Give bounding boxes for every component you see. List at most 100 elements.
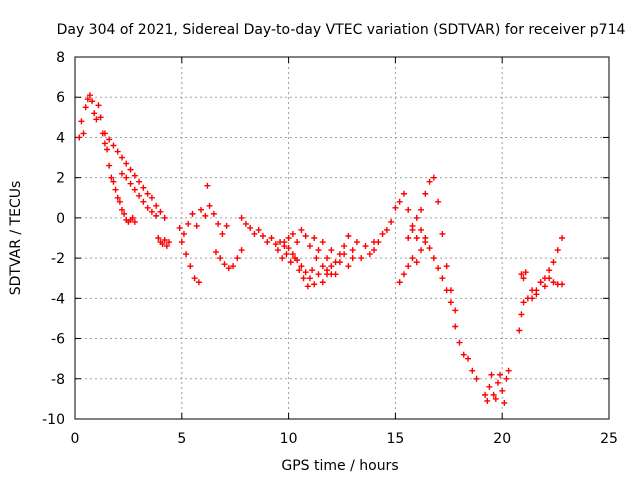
data-point xyxy=(106,136,113,143)
data-point xyxy=(319,279,326,286)
data-point xyxy=(505,367,512,374)
data-point xyxy=(110,178,117,185)
data-point xyxy=(264,239,271,246)
series-track-l xyxy=(319,251,356,286)
y-tick-label: -8 xyxy=(51,372,65,388)
x-tick-label: 10 xyxy=(280,431,298,447)
data-point xyxy=(405,235,412,241)
data-point xyxy=(306,243,313,250)
data-point xyxy=(497,371,504,378)
data-point xyxy=(309,267,316,274)
data-point xyxy=(302,269,309,276)
data-point xyxy=(375,239,382,246)
data-point xyxy=(328,247,335,254)
series-track-j xyxy=(285,226,378,266)
data-point xyxy=(362,243,369,250)
data-point xyxy=(219,230,226,237)
data-point xyxy=(559,235,566,241)
data-point xyxy=(84,96,91,103)
data-point xyxy=(131,172,138,179)
data-point xyxy=(91,110,98,117)
data-point xyxy=(281,239,288,246)
data-point xyxy=(456,339,463,346)
series-track-f xyxy=(178,239,202,286)
data-point xyxy=(153,212,160,219)
series-track-h xyxy=(238,214,288,250)
data-point xyxy=(405,206,412,213)
data-point xyxy=(223,222,230,229)
data-point xyxy=(439,275,446,282)
data-point xyxy=(144,190,151,197)
data-point xyxy=(554,247,561,254)
data-point xyxy=(435,198,442,205)
data-point xyxy=(159,241,166,248)
data-point xyxy=(319,239,326,246)
series-track-u xyxy=(518,269,529,282)
data-point xyxy=(153,202,160,209)
plot-frame xyxy=(74,56,610,420)
data-point xyxy=(499,387,506,394)
data-point xyxy=(349,247,356,254)
series-track-n xyxy=(405,174,459,314)
data-point xyxy=(86,92,93,99)
data-point xyxy=(140,198,147,205)
data-point xyxy=(272,241,279,248)
data-point xyxy=(161,214,168,221)
y-tick-label: -6 xyxy=(51,332,65,348)
data-point xyxy=(202,212,209,219)
data-point xyxy=(191,275,198,282)
data-point xyxy=(529,295,536,302)
axis-ticks xyxy=(74,56,610,420)
data-point xyxy=(193,222,200,229)
data-point xyxy=(225,265,232,272)
data-point xyxy=(185,220,192,227)
data-point xyxy=(95,102,102,109)
data-point xyxy=(422,190,429,197)
data-point xyxy=(289,230,296,237)
data-point xyxy=(413,259,420,266)
data-point xyxy=(93,116,100,123)
data-point xyxy=(136,192,143,199)
y-tick-label: 6 xyxy=(56,90,65,106)
data-point xyxy=(255,226,262,233)
y-tick-label: -2 xyxy=(51,251,65,267)
data-point xyxy=(161,237,168,244)
data-point xyxy=(238,247,245,254)
data-point xyxy=(430,255,437,262)
y-tick-label: 4 xyxy=(56,130,65,146)
data-point xyxy=(537,279,544,286)
y-tick-label: 2 xyxy=(56,171,65,187)
y-tick-label: 8 xyxy=(56,50,65,66)
data-point xyxy=(116,198,123,205)
series-track-r xyxy=(482,367,512,406)
data-point xyxy=(315,271,322,278)
data-point xyxy=(165,239,172,246)
series-track-a xyxy=(76,92,138,225)
data-point xyxy=(180,230,187,237)
data-point xyxy=(319,263,326,270)
series-track-d xyxy=(155,235,172,250)
data-point xyxy=(210,210,217,217)
data-point xyxy=(104,146,111,153)
data-point xyxy=(268,235,275,241)
x-axis-label: GPS time / hours xyxy=(281,458,398,474)
data-point xyxy=(198,206,205,213)
data-point xyxy=(157,208,164,215)
data-point xyxy=(501,399,508,406)
data-point xyxy=(101,140,108,147)
data-point xyxy=(533,287,540,294)
data-point xyxy=(296,267,303,274)
data-point xyxy=(148,194,155,201)
data-point xyxy=(304,283,311,290)
data-point xyxy=(123,160,130,167)
data-point xyxy=(349,255,356,262)
data-point xyxy=(114,194,121,201)
series-track-e xyxy=(176,202,230,237)
data-point xyxy=(279,255,286,262)
data-point xyxy=(195,279,202,286)
data-point xyxy=(212,249,219,256)
data-point xyxy=(97,114,104,121)
data-point xyxy=(488,371,495,378)
data-point xyxy=(324,271,331,278)
data-point xyxy=(315,247,322,254)
